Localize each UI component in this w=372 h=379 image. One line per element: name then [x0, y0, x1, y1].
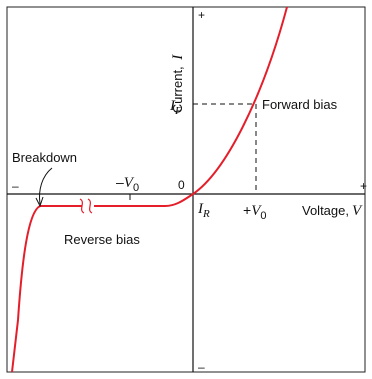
reverse-current-label: IR	[197, 201, 210, 220]
x-plus-sign: +	[360, 179, 367, 193]
current-axis-symbol: I	[170, 54, 186, 61]
axis-break-mark-left	[79, 198, 85, 214]
voltage-axis-label: Voltage, V	[302, 203, 363, 219]
y-plus-sign: +	[198, 8, 205, 22]
axis-break-mark-right	[87, 198, 93, 214]
y-minus-sign: –	[198, 360, 205, 374]
svg-text:Current, I: Current, I	[170, 54, 186, 114]
figure-frame	[6, 6, 366, 373]
reverse-bias-label: Reverse bias	[64, 232, 140, 247]
iv-characteristic-curve	[11, 6, 288, 373]
current-axis-label: Current,	[170, 66, 185, 113]
minus-v0-label: –V0	[116, 174, 139, 194]
origin-label: 0	[178, 178, 185, 192]
plus-v0-label: +V0	[243, 202, 266, 222]
forward-bias-label: Forward bias	[262, 97, 338, 112]
x-minus-sign: –	[12, 179, 19, 193]
breakdown-arrowhead	[35, 196, 44, 208]
forward-current-label: IF	[169, 98, 182, 117]
breakdown-label: Breakdown	[12, 150, 77, 165]
breakdown-arrow	[39, 167, 53, 205]
